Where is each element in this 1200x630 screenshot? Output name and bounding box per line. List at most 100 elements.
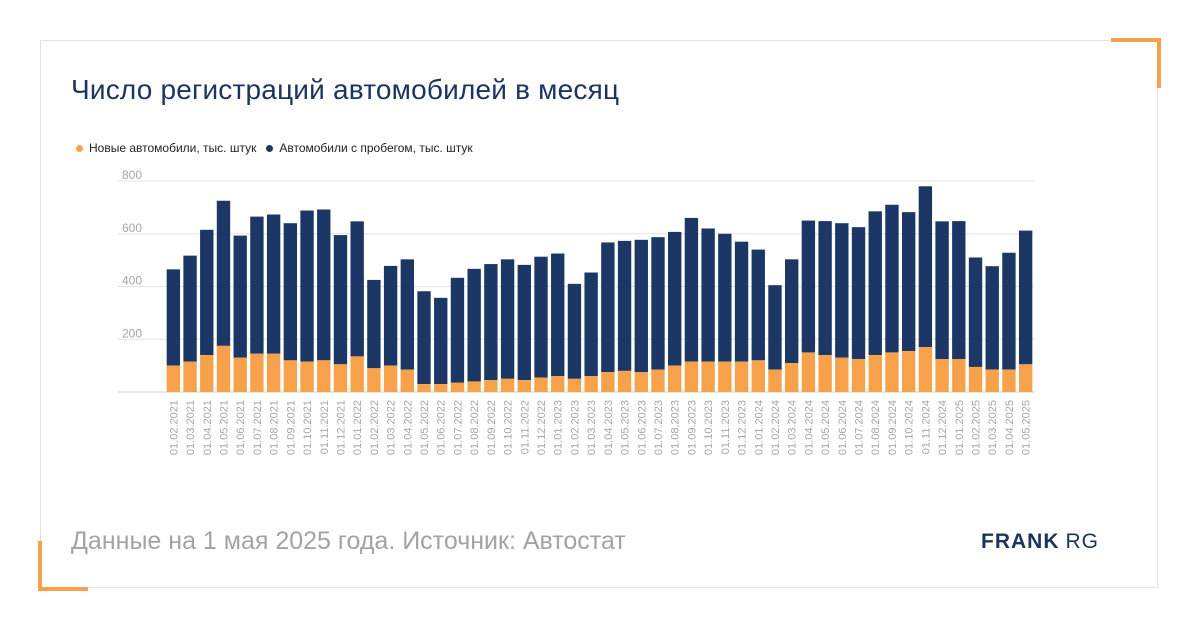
y-tick-label: 600 bbox=[122, 221, 142, 235]
x-tick-label: 01.12.2021 bbox=[335, 400, 347, 455]
x-tick-label: 01.04.2021 bbox=[202, 400, 214, 455]
x-tick-label: 01.07.2022 bbox=[452, 400, 464, 455]
x-tick-label: 01.06.2024 bbox=[837, 400, 849, 455]
x-tick-label: 01.01.2023 bbox=[553, 400, 565, 455]
corner-accent-top-right bbox=[1111, 38, 1161, 88]
bar-new bbox=[734, 361, 749, 392]
x-tick-label: 01.05.2021 bbox=[218, 400, 230, 455]
bar-new bbox=[283, 360, 298, 392]
x-tick-label: 01.01.2025 bbox=[954, 400, 966, 455]
bar-new bbox=[484, 380, 498, 392]
bar-used bbox=[500, 259, 515, 379]
bar-used bbox=[567, 283, 582, 379]
x-tick-label: 01.01.2024 bbox=[753, 400, 765, 455]
bar-new bbox=[751, 360, 765, 392]
bar-new bbox=[467, 381, 481, 392]
x-tick-label: 01.10.2021 bbox=[302, 400, 314, 455]
chart-title: Число регистраций автомобилей в месяц bbox=[71, 74, 620, 105]
bar-used bbox=[350, 221, 364, 357]
bar-used bbox=[801, 220, 816, 353]
x-tick-label: 01.08.2023 bbox=[670, 400, 682, 455]
bar-new bbox=[367, 368, 381, 392]
corner-accent-bottom-left bbox=[38, 541, 88, 591]
x-tick-label: 01.02.2024 bbox=[770, 400, 782, 455]
bar-new bbox=[885, 352, 899, 392]
bar-used bbox=[734, 241, 749, 362]
y-tick-label: 800 bbox=[122, 168, 142, 182]
x-tick-label: 01.07.2024 bbox=[854, 400, 866, 455]
bar-used bbox=[584, 272, 598, 377]
x-tick-label: 01.06.2023 bbox=[636, 400, 648, 455]
x-tick-label: 01.04.2024 bbox=[803, 400, 815, 455]
bar-used bbox=[383, 265, 398, 366]
bar-new bbox=[601, 372, 615, 392]
bar-new bbox=[450, 382, 465, 392]
bar-used bbox=[768, 285, 782, 370]
bar-new bbox=[266, 353, 281, 392]
bar-new bbox=[200, 355, 214, 392]
x-tick-label: 01.09.2022 bbox=[486, 400, 498, 455]
bar-new bbox=[701, 361, 715, 392]
bar-used bbox=[935, 221, 949, 360]
x-tick-label: 01.12.2022 bbox=[536, 400, 548, 455]
bar-new bbox=[968, 366, 983, 392]
x-tick-label: 01.10.2024 bbox=[904, 400, 916, 455]
bar-used bbox=[467, 268, 481, 382]
bar-used bbox=[684, 217, 699, 362]
legend-item-used: Автомобили с пробегом, тыс. штук bbox=[266, 141, 473, 155]
bar-new bbox=[768, 369, 782, 392]
bar-new bbox=[684, 361, 699, 392]
bar-new bbox=[584, 376, 598, 392]
bar-used bbox=[1018, 230, 1033, 365]
bar-used bbox=[718, 233, 732, 362]
x-tick-label: 01.04.2023 bbox=[603, 400, 615, 455]
x-tick-label: 01.12.2024 bbox=[937, 400, 949, 455]
bar-used bbox=[200, 229, 214, 356]
bar-new bbox=[851, 359, 866, 392]
bar-new bbox=[818, 355, 832, 392]
x-tick-label: 01.05.2022 bbox=[419, 400, 431, 455]
bar-new bbox=[718, 361, 732, 392]
bar-used bbox=[534, 256, 548, 378]
bar-used bbox=[400, 259, 415, 370]
bar-used bbox=[450, 277, 465, 383]
bar-used bbox=[668, 231, 682, 366]
bar-used bbox=[918, 186, 933, 348]
legend-dot-used bbox=[266, 144, 274, 152]
bar-new bbox=[183, 361, 197, 392]
bar-new bbox=[534, 377, 548, 392]
bar-used bbox=[601, 242, 615, 373]
y-tick-label: 200 bbox=[122, 326, 142, 340]
x-tick-label: 01.03.2024 bbox=[787, 400, 799, 455]
bar-used bbox=[166, 269, 181, 366]
brand-logo-part2: RG bbox=[1065, 530, 1099, 553]
bar-used bbox=[784, 259, 799, 363]
x-tick-label: 01.05.2025 bbox=[1021, 400, 1033, 455]
x-tick-label: 01.05.2024 bbox=[820, 400, 832, 455]
bar-used bbox=[250, 216, 264, 354]
bar-used bbox=[517, 264, 531, 381]
bar-new bbox=[617, 370, 632, 392]
x-tick-label: 01.08.2022 bbox=[469, 400, 481, 455]
bar-used bbox=[851, 227, 866, 360]
bar-used bbox=[968, 257, 983, 367]
bar-new bbox=[166, 365, 181, 392]
bar-used bbox=[617, 240, 632, 371]
chart-legend: Новые автомобили, тыс. штук Автомобили с… bbox=[76, 141, 483, 155]
x-tick-label: 01.04.2022 bbox=[402, 400, 414, 455]
x-tick-label: 01.03.2023 bbox=[586, 400, 598, 455]
bar-new bbox=[918, 347, 933, 392]
bar-new bbox=[985, 369, 999, 392]
x-tick-label: 01.10.2023 bbox=[703, 400, 715, 455]
bar-new bbox=[901, 351, 916, 392]
bar-used bbox=[634, 239, 648, 373]
source-note: Данные на 1 мая 2025 года. Источник: Авт… bbox=[71, 527, 626, 555]
bar-used bbox=[317, 209, 331, 361]
bar-used bbox=[701, 228, 715, 362]
x-tick-label: 01.01.2022 bbox=[352, 400, 364, 455]
y-tick-label: 400 bbox=[122, 274, 142, 288]
bar-new bbox=[835, 357, 849, 392]
bar-new bbox=[1018, 364, 1033, 392]
bar-used bbox=[216, 200, 231, 346]
bar-used bbox=[417, 291, 431, 385]
